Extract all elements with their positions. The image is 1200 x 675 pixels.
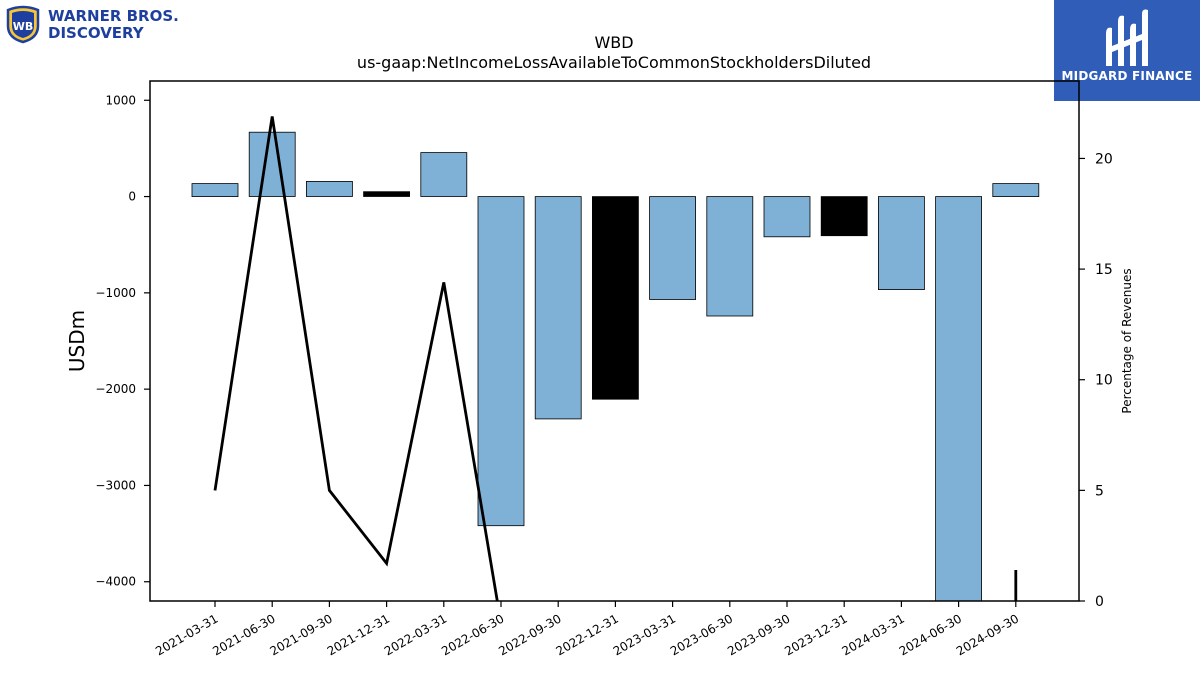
x-tick-label: 2023-12-31 — [782, 611, 849, 658]
y-tick-label: 1000 — [105, 93, 136, 107]
bar-2022-06-30 — [477, 196, 525, 527]
bar-2022-03-31 — [420, 152, 468, 197]
bar-2022-12-31 — [592, 196, 639, 400]
midgard-logo-text: MIDGARD FINANCE — [1061, 69, 1193, 83]
y-axis-right: 20 15 10 5 0 — [1079, 151, 1113, 610]
x-tick-label: 2023-03-31 — [611, 611, 678, 658]
bar-2021-12-31 — [363, 191, 411, 197]
y-tick-label: −2000 — [95, 382, 136, 396]
x-tick-label: 2024-06-30 — [897, 611, 964, 658]
x-tick-label: 2023-09-30 — [725, 611, 792, 658]
x-tick-label: 2022-09-30 — [496, 611, 563, 658]
x-tick-label: 2024-09-30 — [954, 611, 1021, 658]
y-axis-left: 1000 0 −1000 −2000 −3000 −4000 — [95, 93, 150, 589]
plot-frame — [149, 80, 1080, 602]
y-tick-label: 0 — [128, 190, 136, 204]
chart-title: WBD — [594, 33, 633, 52]
bar-2023-09-30 — [763, 196, 811, 238]
y-tick-label: −3000 — [95, 478, 136, 492]
x-tick-label: 2022-06-30 — [439, 611, 506, 658]
bar-2022-09-30 — [534, 196, 582, 420]
x-tick-label: 2021-03-31 — [153, 611, 220, 658]
x-tick-label: 2022-12-31 — [553, 611, 620, 658]
bar-2021-03-31 — [191, 183, 239, 198]
bar-2023-06-30 — [706, 196, 754, 317]
y-tick-label: −1000 — [95, 286, 136, 300]
percentage-line — [213, 116, 1018, 601]
x-tick-label: 2021-09-30 — [267, 611, 334, 658]
logo-line-2: DISCOVERY — [48, 24, 145, 42]
bar-2021-06-30 — [248, 131, 296, 197]
bar-2021-09-30 — [305, 180, 353, 197]
bar-2024-06-30 — [935, 196, 982, 602]
x-axis: 2021-03-312021-06-302021-09-302021-12-31… — [153, 601, 1021, 658]
bar-2024-09-30 — [992, 183, 1040, 198]
y2-axis-label: Percentage of Revenues — [1120, 268, 1134, 413]
chart-subtitle: us-gaap:NetIncomeLossAvailableToCommonSt… — [357, 53, 871, 72]
warner-bros-discovery-logo: WB WARNER BROS. DISCOVERY — [6, 5, 179, 44]
y2-tick-label: 20 — [1095, 151, 1113, 167]
x-tick-label: 2024-03-31 — [839, 611, 906, 658]
logo-line-1: WARNER BROS. — [48, 7, 179, 25]
bar-2024-03-31 — [878, 196, 925, 291]
bar-2023-03-31 — [649, 196, 696, 300]
y2-tick-label: 5 — [1095, 483, 1104, 499]
bar-series — [191, 131, 1040, 602]
svg-text:WB: WB — [13, 20, 34, 33]
y2-tick-label: 0 — [1095, 594, 1104, 610]
midgard-mark-icon — [1106, 9, 1148, 67]
y-axis-label: USDm — [65, 310, 89, 372]
x-tick-label: 2021-12-31 — [325, 611, 392, 658]
y2-tick-label: 10 — [1095, 373, 1113, 389]
x-tick-label: 2021-06-30 — [210, 611, 277, 658]
line-series — [213, 116, 1018, 601]
y-tick-label: −4000 — [95, 575, 136, 589]
x-tick-label: 2023-06-30 — [668, 611, 735, 658]
x-tick-label: 2022-03-31 — [382, 611, 449, 658]
y2-tick-label: 15 — [1095, 262, 1113, 278]
bar-2023-12-31 — [820, 196, 868, 237]
